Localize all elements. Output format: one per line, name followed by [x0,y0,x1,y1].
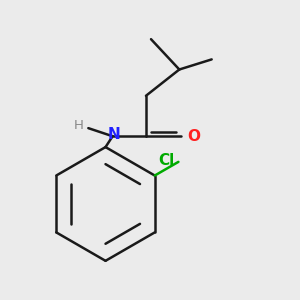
Text: Cl: Cl [158,153,175,168]
Text: N: N [107,127,120,142]
Text: H: H [74,119,84,132]
Text: O: O [187,129,200,144]
